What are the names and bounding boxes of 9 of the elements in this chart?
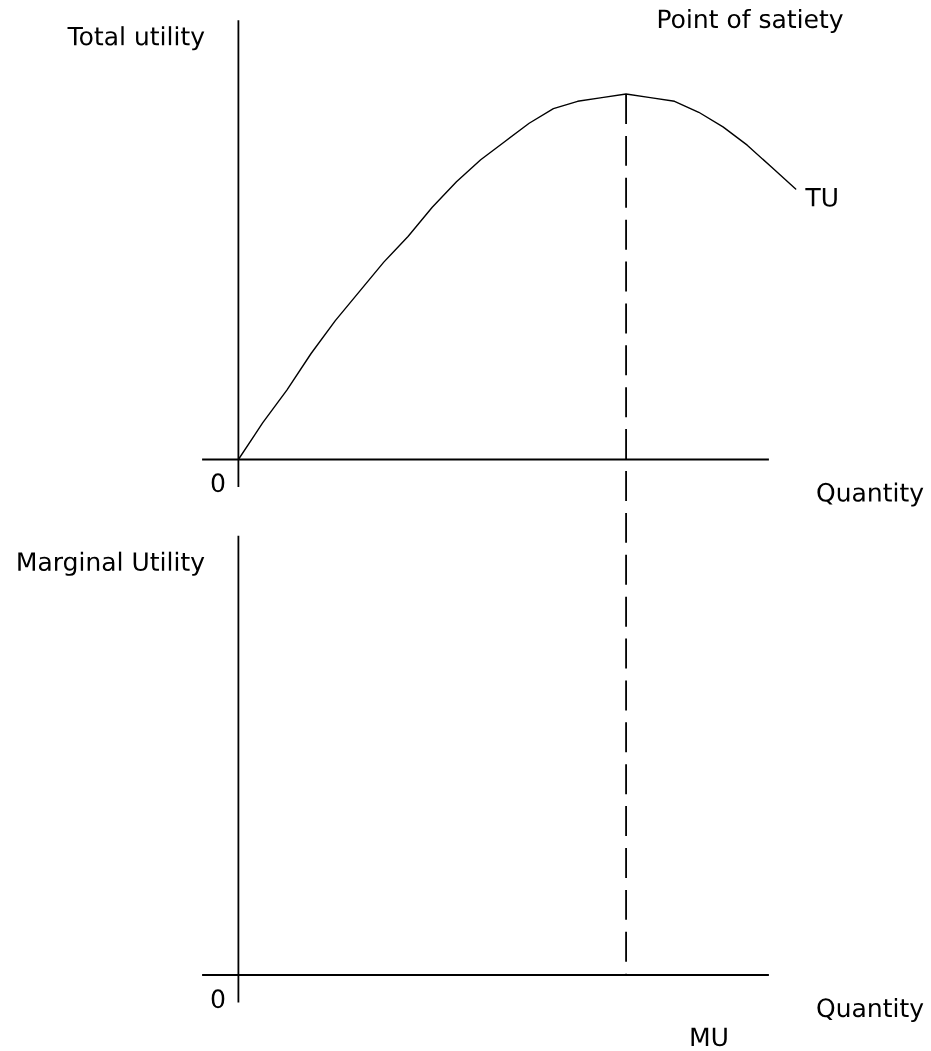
text: Quantity — [817, 997, 924, 1023]
series-label: TU — [805, 188, 837, 207]
y-axis-title: Total utility — [67, 26, 205, 51]
text: Point of satiety — [658, 8, 843, 34]
text: 0 — [211, 473, 225, 493]
x-axis-title: Quantity — [817, 482, 924, 507]
text: MU — [691, 1027, 727, 1047]
text: 0 — [211, 989, 225, 1009]
text: Marginal Utility — [18, 551, 205, 576]
